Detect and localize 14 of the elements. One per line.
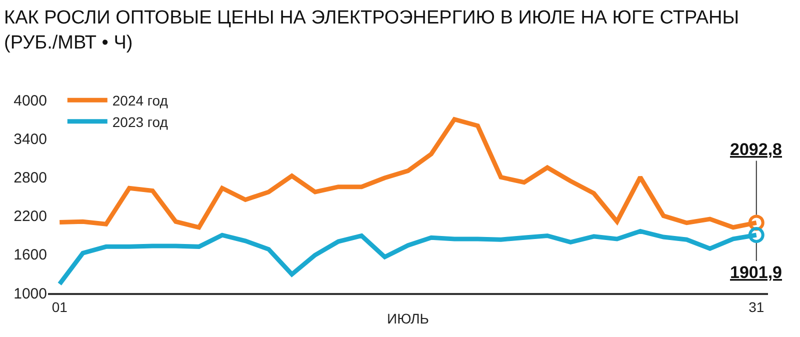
y-tick-label: 2800 <box>14 169 47 186</box>
legend-label: 2024 год <box>112 92 168 109</box>
legend-label: 2023 год <box>112 114 168 130</box>
x-axis-title: ИЮЛЬ <box>387 310 429 327</box>
y-tick-label: 4000 <box>14 92 47 110</box>
chart-title: КАК РОСЛИ ОПТОВЫЕ ЦЕНЫ НА ЭЛЕКТРОЭНЕРГИЮ В ИЮЛЕ НА ЮГЕ СТРАНЫ (РУБ./МВТ • Ч) <box>4 8 740 54</box>
x-tick-label: 31 <box>748 298 764 315</box>
x-tick-label: 01 <box>52 298 68 315</box>
y-tick-label: 1000 <box>14 285 47 302</box>
y-tick-label: 3400 <box>14 130 47 148</box>
annotation: 1901,9 <box>730 263 782 282</box>
y-tick-label: 1600 <box>14 246 47 264</box>
y-tick-label: 2200 <box>14 208 47 226</box>
annotation: 2092,8 <box>730 140 782 159</box>
